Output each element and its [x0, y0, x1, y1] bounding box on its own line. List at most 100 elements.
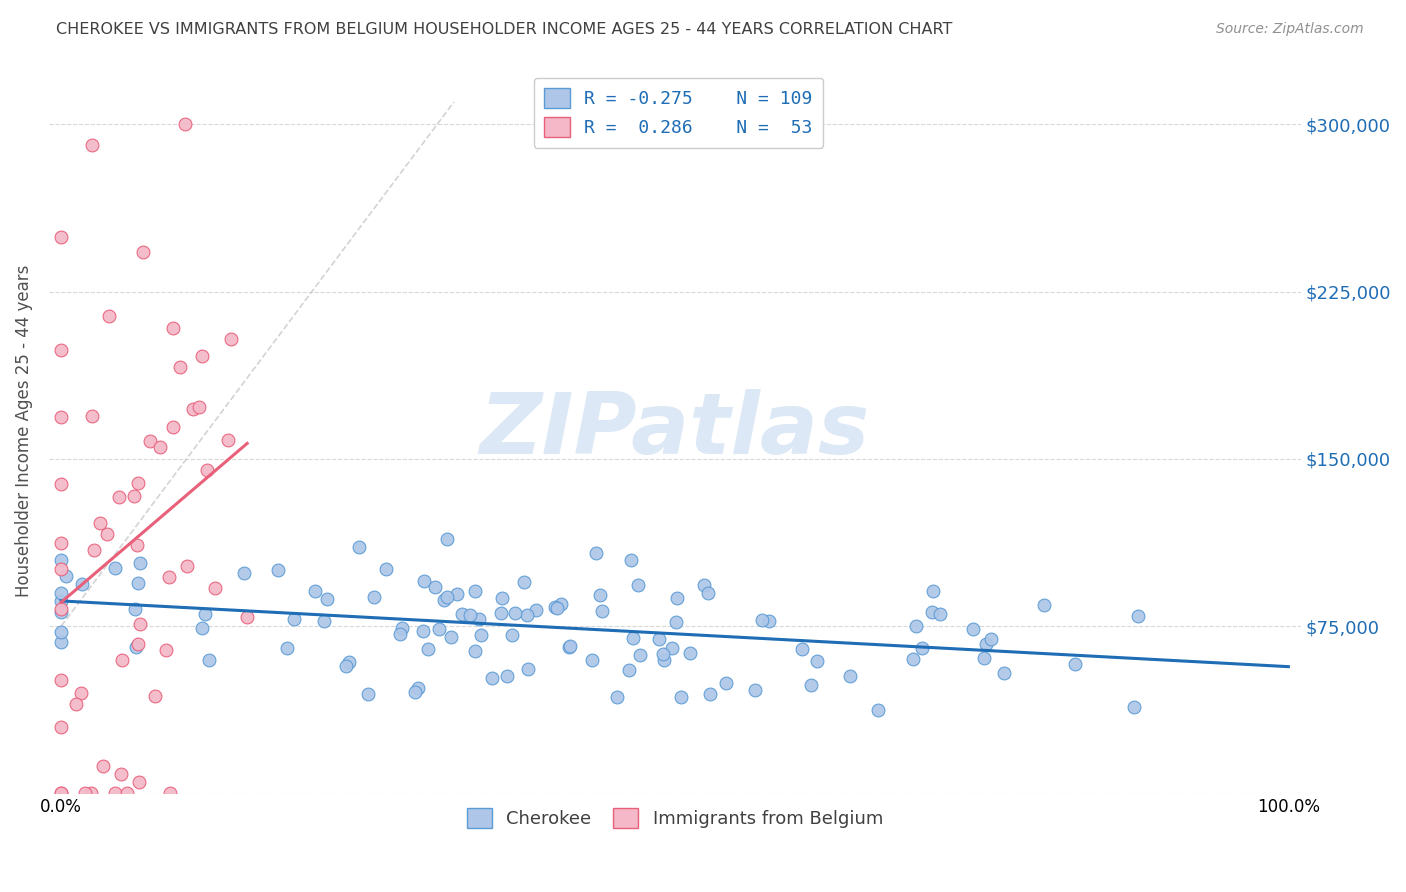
Point	[544, 599, 567, 614]
Point	[187, 401, 209, 415]
Point	[440, 630, 463, 644]
Point	[922, 584, 945, 599]
Point	[51, 605, 73, 619]
Point	[661, 640, 683, 655]
Point	[617, 663, 640, 677]
Point	[516, 607, 538, 622]
Point	[806, 654, 828, 668]
Point	[581, 653, 603, 667]
Point	[159, 786, 181, 800]
Point	[458, 607, 481, 622]
Point	[921, 606, 943, 620]
Point	[404, 685, 426, 699]
Point	[666, 591, 689, 605]
Point	[980, 632, 1002, 646]
Point	[425, 580, 447, 594]
Point	[699, 687, 721, 701]
Point	[80, 786, 103, 800]
Point	[648, 632, 671, 646]
Point	[416, 641, 439, 656]
Point	[124, 601, 146, 615]
Point	[51, 594, 73, 608]
Point	[464, 643, 486, 657]
Point	[131, 245, 153, 260]
Point	[304, 584, 326, 599]
Point	[433, 592, 456, 607]
Point	[1064, 657, 1087, 672]
Point	[73, 786, 96, 800]
Point	[96, 526, 118, 541]
Point	[838, 669, 860, 683]
Point	[233, 566, 256, 580]
Point	[127, 575, 149, 590]
Point	[751, 613, 773, 627]
Point	[176, 559, 198, 574]
Point	[697, 586, 720, 600]
Point	[744, 683, 766, 698]
Point	[65, 698, 87, 712]
Point	[128, 775, 150, 789]
Point	[436, 590, 458, 604]
Point	[267, 563, 290, 577]
Point	[111, 653, 134, 667]
Point	[503, 606, 526, 620]
Legend: Cherokee, Immigrants from Belgium: Cherokee, Immigrants from Belgium	[460, 801, 890, 835]
Point	[149, 440, 172, 454]
Text: ZIPatlas: ZIPatlas	[479, 390, 870, 473]
Point	[93, 758, 115, 772]
Point	[496, 669, 519, 683]
Point	[104, 786, 127, 800]
Point	[427, 622, 450, 636]
Point	[357, 687, 380, 701]
Point	[363, 590, 385, 604]
Point	[412, 624, 434, 639]
Point	[51, 535, 73, 549]
Point	[652, 653, 675, 667]
Point	[127, 476, 149, 491]
Point	[236, 610, 259, 624]
Point	[620, 552, 643, 566]
Point	[162, 419, 184, 434]
Point	[316, 592, 339, 607]
Point	[501, 628, 523, 642]
Point	[628, 648, 651, 662]
Point	[374, 562, 396, 576]
Point	[585, 546, 607, 560]
Point	[389, 626, 412, 640]
Point	[51, 720, 73, 734]
Point	[110, 767, 132, 781]
Point	[162, 321, 184, 335]
Point	[129, 616, 152, 631]
Point	[491, 591, 513, 605]
Point	[606, 690, 628, 704]
Point	[626, 578, 648, 592]
Point	[89, 516, 111, 530]
Y-axis label: Householder Income Ages 25 - 44 years: Householder Income Ages 25 - 44 years	[15, 265, 32, 597]
Point	[51, 230, 73, 244]
Point	[157, 570, 180, 584]
Point	[51, 586, 73, 600]
Point	[665, 615, 688, 629]
Point	[139, 434, 162, 449]
Point	[70, 577, 93, 591]
Point	[962, 622, 984, 636]
Point	[413, 574, 436, 588]
Point	[143, 690, 166, 704]
Point	[1123, 699, 1146, 714]
Point	[1126, 609, 1149, 624]
Point	[276, 641, 298, 656]
Point	[451, 607, 474, 621]
Point	[173, 117, 195, 131]
Point	[446, 587, 468, 601]
Point	[489, 606, 512, 620]
Point	[792, 642, 814, 657]
Point	[800, 678, 823, 692]
Point	[217, 433, 239, 447]
Point	[108, 490, 131, 504]
Point	[221, 332, 243, 346]
Point	[391, 621, 413, 635]
Point	[55, 569, 77, 583]
Point	[901, 652, 924, 666]
Point	[204, 582, 226, 596]
Point	[337, 655, 360, 669]
